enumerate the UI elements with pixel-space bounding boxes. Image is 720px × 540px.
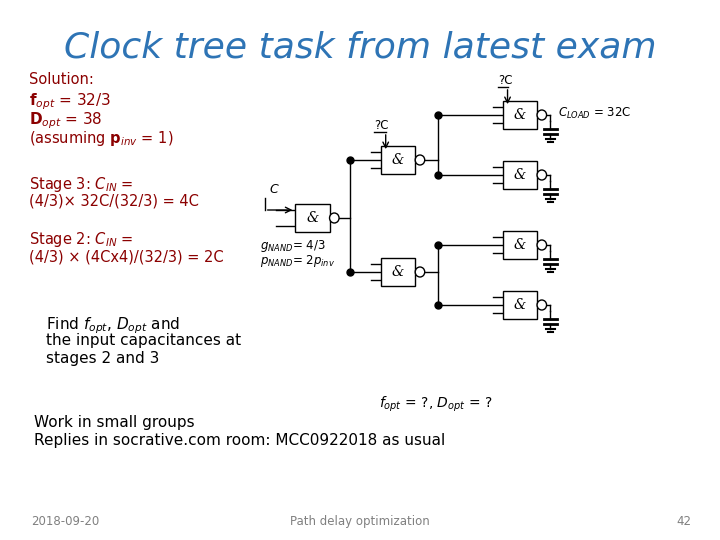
Bar <box>503 101 537 129</box>
Text: Find $f_{opt}$, $D_{opt}$ and: Find $f_{opt}$, $D_{opt}$ and <box>46 315 180 335</box>
Text: Stage 3: $C_{IN}$ =: Stage 3: $C_{IN}$ = <box>29 175 133 194</box>
Text: ?C: ?C <box>498 74 513 87</box>
Text: $\mathbf{f}_{opt}$ = 32/3: $\mathbf{f}_{opt}$ = 32/3 <box>29 91 111 112</box>
Circle shape <box>537 300 546 310</box>
Bar <box>295 204 330 232</box>
Bar <box>381 258 415 286</box>
Text: Replies in socrative.com room: MCC0922018 as usual: Replies in socrative.com room: MCC092201… <box>35 433 446 448</box>
Text: (assuming $\mathbf{p}_{inv}$ = 1): (assuming $\mathbf{p}_{inv}$ = 1) <box>29 129 173 148</box>
Circle shape <box>330 213 339 223</box>
Bar <box>503 231 537 259</box>
Text: $\mathbf{D}_{opt}$ = 38: $\mathbf{D}_{opt}$ = 38 <box>29 110 102 131</box>
Text: &: & <box>514 108 526 122</box>
Text: Work in small groups: Work in small groups <box>35 415 195 430</box>
Text: 2018-09-20: 2018-09-20 <box>32 515 100 528</box>
Text: (4/3) × (4Cx4)/(32/3) = 2C: (4/3) × (4Cx4)/(32/3) = 2C <box>29 249 223 264</box>
Text: Solution:: Solution: <box>29 72 94 87</box>
Text: Path delay optimization: Path delay optimization <box>290 515 430 528</box>
Text: 42: 42 <box>676 515 691 528</box>
Text: &: & <box>514 238 526 252</box>
Text: $f_{opt}$ = ?, $D_{opt}$ = ?: $f_{opt}$ = ?, $D_{opt}$ = ? <box>379 395 492 414</box>
Text: Clock tree task from latest exam: Clock tree task from latest exam <box>63 30 657 64</box>
Text: $C_{LOAD}$ = 32C: $C_{LOAD}$ = 32C <box>558 105 631 120</box>
Circle shape <box>537 170 546 180</box>
Text: (4/3)× 32C/(32/3) = 4C: (4/3)× 32C/(32/3) = 4C <box>29 194 199 209</box>
Text: C: C <box>269 183 279 196</box>
Text: the input capacitances at: the input capacitances at <box>46 333 241 348</box>
Text: ?C: ?C <box>374 119 389 132</box>
Text: $p_{NAND}$= 2$p_{inv}$: $p_{NAND}$= 2$p_{inv}$ <box>260 253 335 269</box>
Text: &: & <box>514 168 526 182</box>
Circle shape <box>415 155 425 165</box>
Text: stages 2 and 3: stages 2 and 3 <box>46 351 159 366</box>
Circle shape <box>537 240 546 250</box>
Text: $g_{NAND}$= 4/3: $g_{NAND}$= 4/3 <box>260 238 325 254</box>
Bar <box>503 291 537 319</box>
Bar <box>503 161 537 189</box>
Text: &: & <box>392 153 404 167</box>
Text: &: & <box>306 211 318 225</box>
Text: Stage 2: $C_{IN}$ =: Stage 2: $C_{IN}$ = <box>29 230 133 249</box>
Text: &: & <box>392 265 404 279</box>
Circle shape <box>415 267 425 277</box>
Circle shape <box>537 110 546 120</box>
Text: &: & <box>514 298 526 312</box>
Bar <box>381 146 415 174</box>
